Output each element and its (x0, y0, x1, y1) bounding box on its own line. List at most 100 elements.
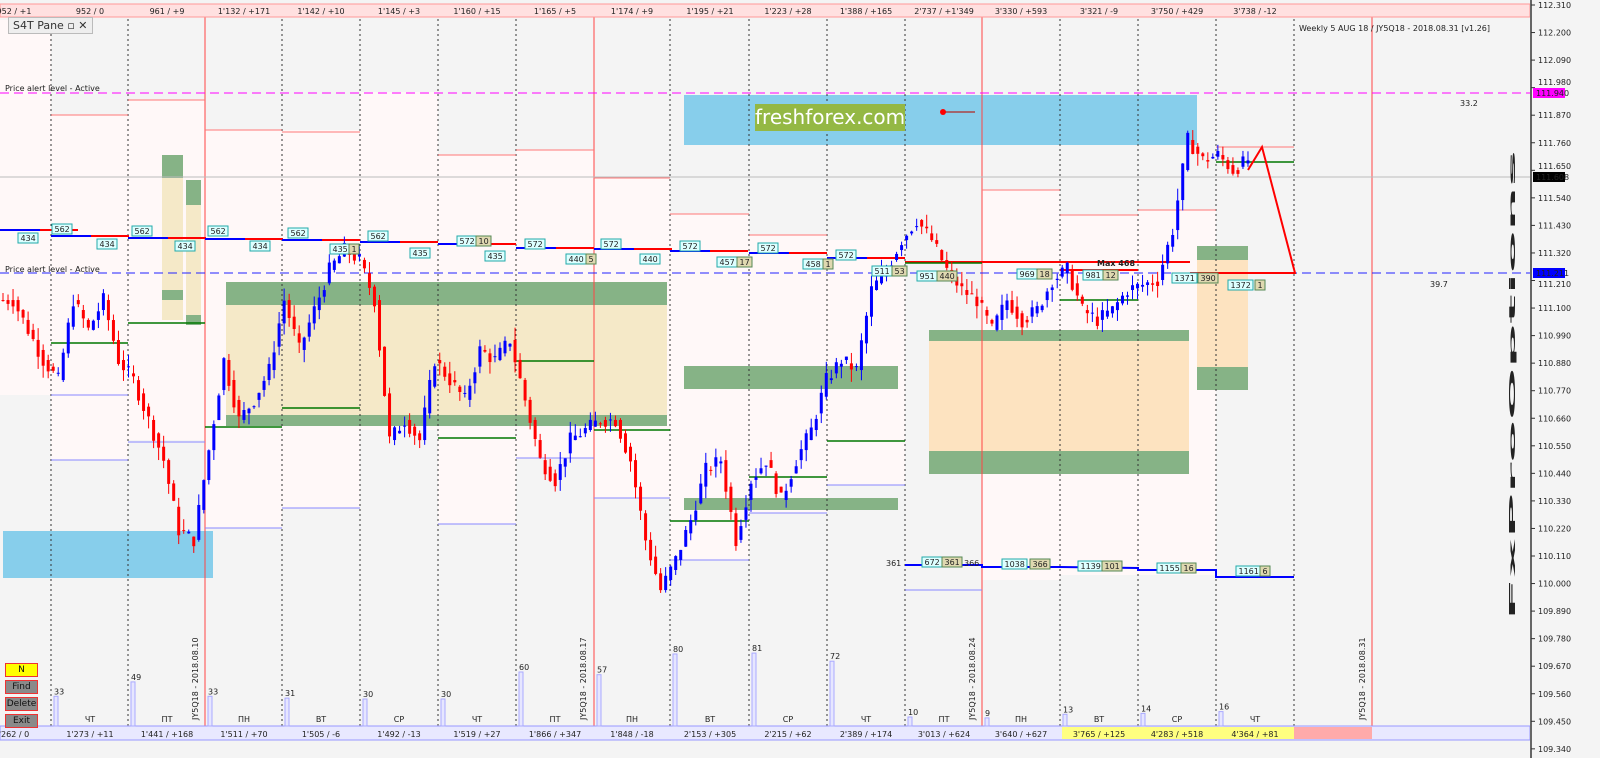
candle (1211, 156, 1215, 159)
volume-bar (596, 674, 602, 727)
level-label: 18 (1040, 270, 1050, 279)
candle (463, 392, 467, 394)
volume-label: 14 (1141, 704, 1151, 713)
candle (724, 460, 728, 492)
candle (383, 346, 387, 396)
candle (503, 340, 507, 354)
volume-bar (1062, 713, 1068, 727)
candle (558, 464, 562, 480)
price-tick-label: 110.220 (1538, 524, 1571, 533)
top-bar-stat: 1'165 / +5 (534, 7, 576, 16)
candle (1246, 160, 1250, 164)
zone-green (186, 180, 201, 205)
candle (388, 393, 392, 437)
price-tick-label: 111.650 (1538, 162, 1571, 171)
level-label: 572 (528, 240, 543, 249)
candle (362, 259, 366, 269)
candle (367, 273, 371, 288)
volume-bar (53, 695, 59, 727)
candle (473, 372, 477, 384)
candle (719, 461, 723, 464)
level-label: 440 (569, 255, 584, 264)
volume-bar (1218, 711, 1224, 727)
level-label-box (639, 253, 661, 265)
bottom-bar-stat: '262 / 0 (0, 730, 29, 739)
day-range-bg (827, 240, 905, 485)
price-tick-label: 112.090 (1538, 56, 1571, 65)
price-marker (1533, 88, 1565, 98)
s4t-pane-tab[interactable]: S4T Pane ▫ ✕ (8, 17, 93, 34)
volume-bar (984, 717, 990, 727)
candle (669, 566, 673, 581)
candle (940, 250, 944, 261)
restore-icon[interactable]: ▫ (67, 19, 75, 32)
candle (307, 322, 311, 337)
candle (1196, 146, 1200, 154)
find-button[interactable]: Find (5, 680, 38, 694)
level-label-box (936, 270, 958, 282)
day-label: ЧТ (861, 715, 871, 724)
candle (945, 259, 949, 268)
volume-bar (284, 697, 290, 727)
bottom-bar-stat: 1'492 / -13 (377, 730, 420, 739)
alert-value-upper: 33.2 (1460, 99, 1478, 108)
close-icon[interactable]: ✕ (78, 19, 88, 32)
n-button[interactable]: N (5, 663, 38, 677)
candle (277, 323, 281, 347)
candle (1161, 264, 1165, 280)
exit-button[interactable]: Exit (5, 714, 38, 728)
level-label-box (174, 240, 196, 252)
candle (142, 393, 146, 411)
volume-label: 33 (208, 687, 218, 696)
price-tick-label: 112.200 (1538, 29, 1571, 38)
zone-green (684, 366, 898, 389)
zone-green (684, 498, 898, 510)
candle (1095, 316, 1099, 326)
level-label: 572 (683, 242, 698, 251)
level-label: 562 (55, 225, 70, 234)
lower-level-note: 366 (964, 559, 979, 568)
level-label: 951 (920, 272, 935, 281)
level-label: 562 (371, 232, 386, 241)
candle (1236, 170, 1240, 174)
level-label: 572 (761, 244, 776, 253)
zone-green (929, 451, 1189, 474)
level-label: 1 (1258, 281, 1263, 290)
price-marker (1533, 268, 1565, 278)
day-label: ПТ (162, 715, 173, 724)
candle (905, 235, 909, 241)
candle (930, 233, 934, 241)
candle (754, 477, 758, 480)
volume-bar (751, 652, 757, 727)
candle (137, 380, 141, 401)
candle (900, 245, 904, 251)
max-label: Max 468 (1097, 259, 1135, 268)
volume-label: 49 (131, 673, 141, 682)
candle (1136, 283, 1140, 289)
level-label-box (822, 258, 834, 270)
candle (839, 363, 843, 367)
price-tick-label: 110.880 (1538, 359, 1571, 368)
candle (1176, 200, 1180, 231)
candle (1115, 302, 1119, 311)
bottom-bar-stat: 2'215 / +62 (764, 730, 811, 739)
level-label: 434 (21, 234, 36, 243)
top-bar-stat: 1'223 / +28 (764, 7, 811, 16)
top-bar-stat: 1'142 / +10 (297, 7, 344, 16)
candle (1055, 278, 1059, 280)
candle (764, 465, 768, 467)
level-label: 981 (1086, 271, 1101, 280)
candle (799, 449, 803, 461)
candle (413, 426, 417, 436)
bottom-bar-stat: 2'389 / +174 (840, 730, 892, 739)
zone-orange (929, 330, 1189, 474)
zone-orange (1197, 246, 1248, 390)
candle (66, 322, 70, 354)
level-label: 511 (875, 267, 890, 276)
top-bar-stat: 3'330 / +593 (995, 7, 1047, 16)
top-bar-stat: 952 / +1 (0, 7, 31, 16)
delete-button[interactable]: Delete (5, 697, 38, 711)
candle (116, 340, 120, 364)
level-label: 458 (806, 260, 821, 269)
